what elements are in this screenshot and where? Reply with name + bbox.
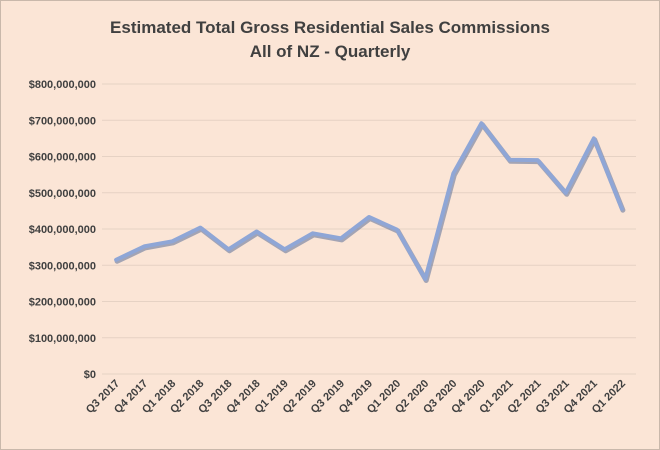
y-tick-label: $700,000,000	[29, 115, 96, 127]
gridlines	[102, 83, 636, 375]
y-tick-label: $600,000,000	[29, 152, 96, 164]
y-tick-label: $100,000,000	[29, 333, 96, 345]
series-line-shadow	[114, 122, 626, 283]
data-point	[536, 158, 540, 162]
data-point	[395, 228, 399, 232]
series-line	[114, 121, 626, 283]
data-point	[367, 215, 371, 219]
y-tick-label: $800,000,000	[29, 79, 96, 91]
data-point	[170, 239, 174, 243]
data-point	[423, 277, 427, 281]
y-tick-label: $400,000,000	[29, 224, 96, 236]
y-tick-label: $300,000,000	[29, 260, 96, 272]
chart-subtitle: All of NZ - Quarterly	[249, 42, 411, 61]
data-point	[339, 236, 343, 240]
data-point	[620, 207, 624, 211]
y-tick-label: $500,000,000	[29, 188, 96, 200]
data-point	[114, 258, 118, 262]
data-point	[198, 226, 202, 230]
data-point	[255, 230, 259, 234]
data-point	[564, 191, 568, 195]
chart-title: Estimated Total Gross Residential Sales …	[110, 18, 550, 37]
y-tick-label: $0	[84, 369, 96, 381]
data-point	[311, 231, 315, 235]
y-axis-ticks: $0 $100,000,000 $200,000,000 $300,000,000 $4…	[29, 79, 96, 381]
data-point	[479, 121, 483, 125]
y-tick-label: $200,000,000	[29, 297, 96, 309]
data-point	[451, 172, 455, 176]
data-point	[508, 158, 512, 162]
data-point	[142, 244, 146, 248]
data-point	[592, 136, 596, 140]
data-point	[283, 247, 287, 251]
data-point	[226, 247, 230, 251]
series-line-path	[114, 121, 624, 281]
